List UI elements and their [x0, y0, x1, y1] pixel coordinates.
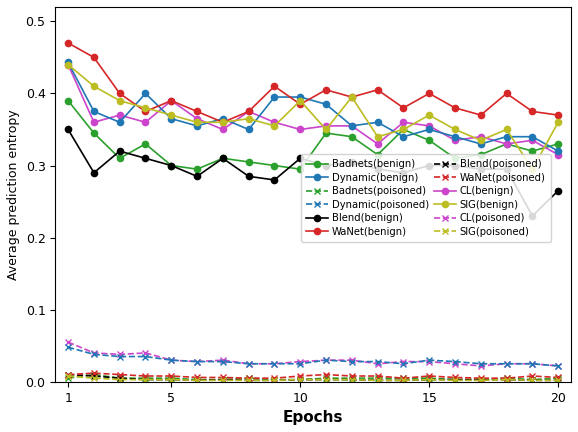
Legend: Badnets(benign), Dynamic(benign), Badnets(poisoned), Dynamic(poisoned), Blend(be: Badnets(benign), Dynamic(benign), Badnet… — [301, 154, 551, 242]
X-axis label: Epochs: Epochs — [283, 410, 343, 425]
Y-axis label: Average prediction entropy: Average prediction entropy — [7, 109, 20, 280]
